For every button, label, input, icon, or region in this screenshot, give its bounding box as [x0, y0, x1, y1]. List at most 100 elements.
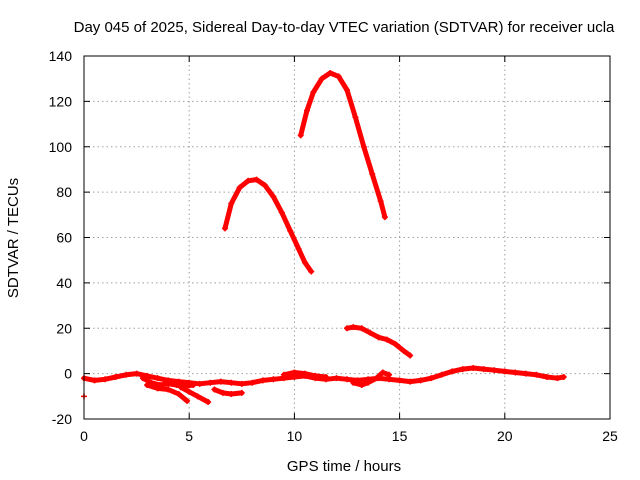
data-point: [400, 347, 407, 354]
x-tick-label: 20: [497, 428, 513, 444]
data-point: [350, 324, 357, 331]
y-tick-label: 120: [49, 93, 73, 109]
data-point: [207, 379, 214, 386]
data-point: [91, 377, 98, 384]
y-tick-label: 20: [56, 320, 72, 336]
data-point: [301, 370, 308, 377]
data-point: [480, 366, 487, 373]
x-tick-label: 25: [602, 428, 618, 444]
data-point: [228, 200, 235, 207]
data-point: [392, 341, 399, 348]
data-point: [238, 389, 245, 396]
data-point: [261, 182, 268, 189]
y-tick-label: 80: [56, 184, 72, 200]
data-point: [133, 370, 140, 377]
series-baseline-3: [144, 381, 191, 404]
data-point: [245, 177, 252, 184]
series-line: [298, 70, 388, 220]
data-point: [249, 379, 256, 386]
data-point: [501, 368, 508, 375]
series-baseline-5: [211, 386, 245, 398]
data-point: [295, 245, 302, 252]
data-point: [360, 143, 367, 150]
data-point: [297, 132, 304, 139]
data-point: [344, 87, 350, 94]
data-point: [259, 377, 266, 384]
x-axis-label: GPS time / hours: [287, 458, 401, 475]
data-point: [470, 364, 477, 371]
y-tick-label: 100: [49, 139, 73, 155]
data-point: [377, 198, 384, 205]
y-tick-labels: -20 0 20 40 60 80 100 120 140: [49, 48, 73, 427]
data-point: [335, 73, 342, 80]
data-point: [139, 375, 146, 382]
data-point: [322, 374, 329, 381]
data-point: [238, 380, 245, 387]
data-point: [280, 371, 287, 378]
data-point: [312, 372, 319, 379]
data-point: [396, 377, 403, 384]
series-arc-1: [221, 176, 315, 275]
data-point: [186, 388, 193, 395]
data-point: [543, 374, 550, 381]
series-arc-3: [344, 324, 414, 359]
data-point: [165, 386, 172, 393]
data-point: [350, 379, 357, 386]
data-point: [304, 107, 311, 114]
series-baseline-7: [350, 369, 393, 388]
data-point: [177, 384, 184, 391]
data-point: [375, 334, 382, 341]
x-tick-label: 0: [80, 428, 88, 444]
data-point: [386, 371, 393, 378]
data-point: [102, 376, 109, 383]
data-point: [291, 369, 298, 376]
x-tick-label: 5: [185, 428, 193, 444]
data-point: [301, 259, 308, 266]
data-point: [205, 398, 212, 405]
data-point: [173, 381, 180, 388]
data-point: [184, 397, 191, 404]
data-point: [190, 381, 197, 388]
data-point: [219, 389, 226, 396]
data-point: [379, 369, 386, 376]
data-point: [449, 368, 456, 375]
series-baseline-4: [177, 384, 212, 405]
data-point: [522, 370, 529, 377]
y-tick-label: 140: [49, 48, 73, 64]
data-point: [381, 214, 388, 221]
y-tick-label: 0: [64, 366, 72, 382]
series-baseline-6: [280, 369, 329, 381]
data-point: [270, 376, 277, 383]
data-point: [407, 352, 414, 359]
data-point: [228, 379, 235, 386]
data-point: [228, 391, 235, 398]
data-point: [327, 70, 334, 77]
x-tick-label: 10: [287, 428, 303, 444]
data-point: [407, 378, 414, 385]
data-point: [459, 366, 466, 373]
data-point: [358, 325, 365, 332]
data-point: [352, 114, 359, 121]
data-point: [560, 374, 567, 381]
data-point: [278, 209, 285, 216]
series-arc-2: [297, 70, 388, 221]
data-point: [310, 89, 317, 96]
data-point: [175, 391, 182, 398]
data-point: [373, 375, 380, 382]
series-baseline-2: [139, 375, 197, 390]
data-point: [165, 380, 172, 387]
data-point: [144, 381, 151, 388]
data-point: [270, 193, 277, 200]
data-point: [211, 386, 218, 393]
data-point: [533, 371, 540, 378]
grid: [84, 56, 610, 419]
y-tick-label: 40: [56, 275, 72, 291]
data-point: [491, 367, 498, 374]
data-point: [358, 381, 365, 388]
series-line: [344, 324, 413, 358]
chart-title: Day 045 of 2025, Sidereal Day-to-day VTE…: [74, 19, 615, 36]
data-point: [383, 336, 390, 343]
data-point: [217, 378, 224, 385]
data-point: [367, 329, 374, 336]
